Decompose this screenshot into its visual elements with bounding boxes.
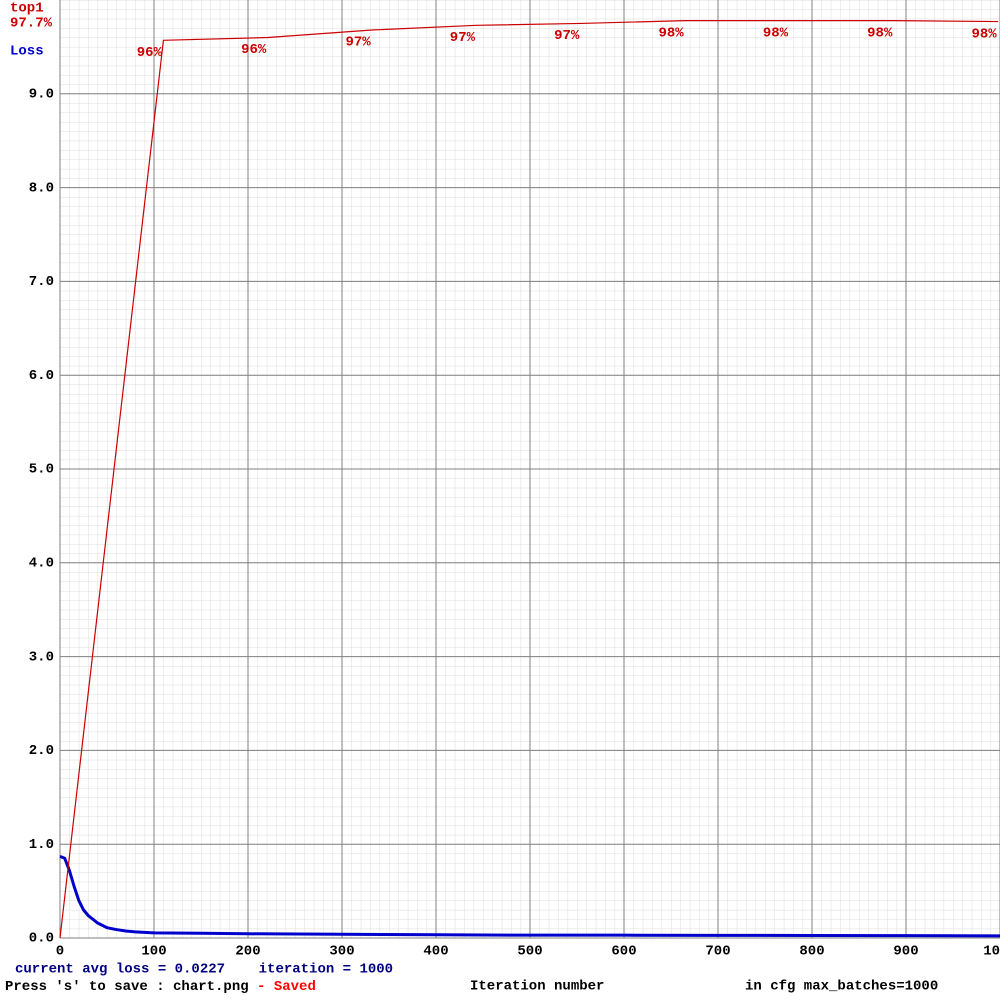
save-hint-text: Press 's' to save : chart.png bbox=[5, 979, 249, 995]
value-label: 97% bbox=[554, 28, 580, 44]
x-tick-label: 1000 bbox=[983, 944, 1000, 960]
x-tick-label: 100 bbox=[141, 944, 166, 960]
value-label: 96% bbox=[137, 45, 163, 61]
value-label: 96% bbox=[241, 42, 267, 58]
x-tick-label: 700 bbox=[705, 944, 730, 960]
y-tick-label: 6.0 bbox=[29, 368, 54, 384]
value-label: 97% bbox=[345, 35, 371, 51]
current-top1: 97.7% bbox=[10, 16, 53, 32]
y-tick-label: 2.0 bbox=[29, 743, 54, 759]
save-hint: Press 's' to save : chart.png - Saved bbox=[5, 979, 316, 995]
x-tick-label: 500 bbox=[517, 944, 542, 960]
series-line bbox=[59, 20, 999, 939]
series-line bbox=[59, 855, 1000, 938]
y-tick-label: 9.0 bbox=[29, 87, 54, 103]
y-tick-label: 0.0 bbox=[29, 931, 54, 947]
x-tick-label: 400 bbox=[423, 944, 448, 960]
value-label: 97% bbox=[450, 30, 476, 46]
value-label: 98% bbox=[972, 26, 998, 42]
value-label: 98% bbox=[658, 25, 684, 41]
y-tick-label: 1.0 bbox=[29, 837, 54, 853]
x-tick-label: 0 bbox=[56, 944, 64, 960]
value-label: 98% bbox=[763, 25, 789, 41]
top1-legend: top1 bbox=[10, 1, 44, 17]
y-tick-label: 3.0 bbox=[29, 649, 54, 665]
y-tick-label: 5.0 bbox=[29, 462, 54, 478]
y-tick-label: 8.0 bbox=[29, 180, 54, 196]
save-state: - Saved bbox=[249, 979, 316, 995]
x-tick-label: 200 bbox=[235, 944, 260, 960]
x-tick-label: 600 bbox=[611, 944, 636, 960]
max-batches: in cfg max_batches=1000 bbox=[745, 979, 938, 995]
x-axis-label: Iteration number bbox=[470, 979, 604, 995]
y-tick-label: 7.0 bbox=[29, 274, 54, 290]
x-tick-label: 900 bbox=[893, 944, 918, 960]
x-tick-label: 800 bbox=[799, 944, 824, 960]
value-label: 98% bbox=[867, 25, 893, 41]
y-tick-label: 4.0 bbox=[29, 556, 54, 572]
loss-legend: Loss bbox=[10, 44, 44, 60]
x-tick-label: 300 bbox=[329, 944, 354, 960]
status-line: current avg loss = 0.0227 iteration = 10… bbox=[15, 962, 393, 978]
